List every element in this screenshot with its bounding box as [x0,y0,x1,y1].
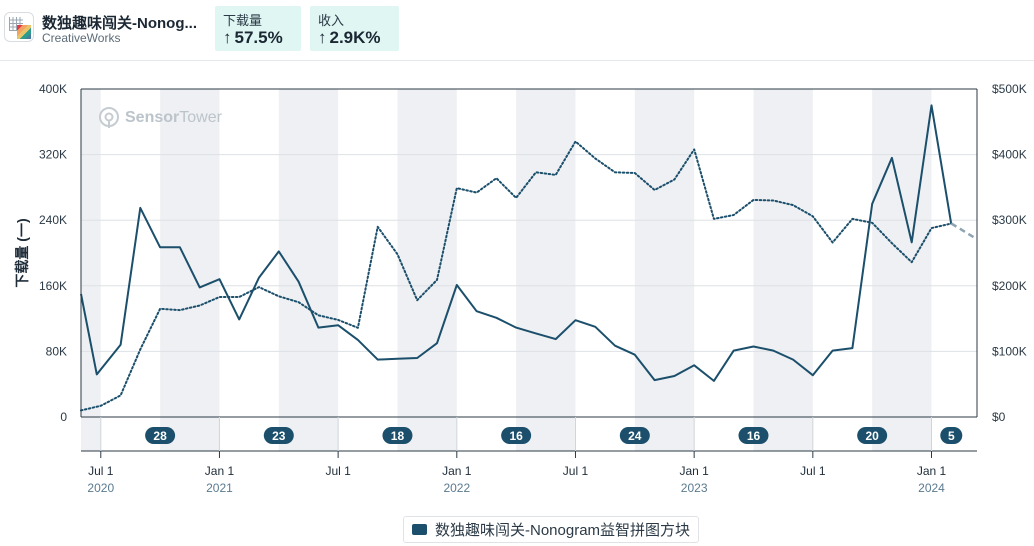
x-tick-label: Jul 1 [325,464,351,478]
watermark-text-light: Tower [179,109,222,126]
y2-tick-label: $100K [992,344,1027,358]
up-arrow-icon: ↑ [223,28,232,47]
app-title[interactable]: 数独趣味闯关-Nonog... [42,15,197,32]
x-tick-label: Jul 1 [800,464,826,478]
badge-pill [619,427,650,444]
badge-pill [263,427,294,444]
y-tick-label: 80K [46,344,67,358]
shaded-band [753,89,813,451]
x-tick-year: 2021 [206,481,233,495]
y-axis-right-ticks: $0 $100K $200K $300K $400K $500K [992,82,1027,424]
period-badges: 28 23 18 16 24 16 20 5 [145,427,963,444]
downloads-revenue-chart: SensorTower 0 80K 160K 240K 320K 400K $0 $100K… [14,82,1027,495]
plot-frame [80,88,978,452]
y-tick-label: 320K [39,148,67,162]
badge-pill [738,427,769,444]
badge-pill [857,427,888,444]
badge-value: 28 [153,429,167,443]
x-tick-label: Jan 1 [442,464,472,478]
revenue-metric-value: 2.9K% [329,28,381,47]
badge-value: 20 [865,429,879,443]
x-tick-label: Jul 1 [88,464,114,478]
y-tick-label: 160K [39,279,67,293]
sensortower-watermark: SensorTower [99,107,223,128]
y2-tick-label: $500K [992,82,1027,96]
series-lines [80,104,978,412]
x-tick-label: Jan 1 [917,464,947,478]
shaded-band [872,89,932,451]
app-developer[interactable]: CreativeWorks [42,31,121,45]
y2-tick-label: $200K [992,279,1027,293]
rainbow-icon [17,25,31,39]
revenue-line [80,140,953,412]
y2-tick-label: $0 [992,410,1006,424]
badge-value: 5 [948,429,955,443]
legend-swatch [412,524,427,535]
x-tick-year: 2022 [443,481,470,495]
badge-value: 18 [391,429,405,443]
badge-pill [145,427,176,444]
x-tick-year: 2024 [918,481,945,495]
x-axis-ticks: Jul 1 2020 Jan 1 2021 Jul 1 Jan 1 2022 Jul 1 Jan… [87,451,947,495]
up-arrow-icon: ↑ [318,28,327,47]
badge-value: 16 [747,429,761,443]
watermark-text-bold: Sensor [125,109,179,126]
y2-tick-label: $300K [992,213,1027,227]
x-tick-label: Jul 1 [563,464,589,478]
revenue-forecast-line [950,222,978,241]
downloads-metric-card: 下载量 ↑ 57.5% [215,6,301,51]
downloads-line [80,104,953,382]
gridlines [81,154,977,352]
y-axis-label: 下载量 (一) [14,218,30,287]
x-tick-year: 2020 [87,481,114,495]
downloads-metric-label: 下载量 [223,13,263,28]
app-header: 数独趣味闯关-Nonog... CreativeWorks 下载量 ↑ 57.5%… [0,0,1034,61]
x-tick-label: Jan 1 [205,464,235,478]
revenue-metric-card: 收入 ↑ 2.9K% [310,6,399,51]
y-tick-label: 240K [39,213,67,227]
y-axis-left-ticks: 0 80K 160K 240K 320K 400K [39,82,67,424]
y2-tick-label: $400K [992,148,1027,162]
downloads-metric-value: 57.5% [234,28,283,47]
shaded-band [516,89,576,451]
badge-value: 16 [509,429,523,443]
badge-pill [940,427,963,444]
shaded-band [278,89,339,451]
shaded-band [397,89,457,451]
app-icon[interactable] [4,12,34,42]
y-tick-label: 0 [60,410,67,424]
shaded-band [160,89,220,451]
svg-text:SensorTower: SensorTower [125,109,223,126]
shaded-band [81,89,101,451]
legend[interactable]: 数独趣味闯关-Nonogram益智拼图方块 [403,516,700,543]
legend-label: 数独趣味闯关-Nonogram益智拼图方块 [435,522,691,539]
shaded-band [634,89,695,451]
revenue-metric-label: 收入 [318,13,345,28]
badge-value: 24 [628,429,642,443]
x-tick-label: Jan 1 [679,464,709,478]
badge-pill [501,427,532,444]
x-tick-year: 2023 [681,481,708,495]
badge-pill [382,427,413,444]
y-tick-label: 400K [39,82,67,96]
badge-value: 23 [272,429,286,443]
shaded-periods [81,89,932,451]
